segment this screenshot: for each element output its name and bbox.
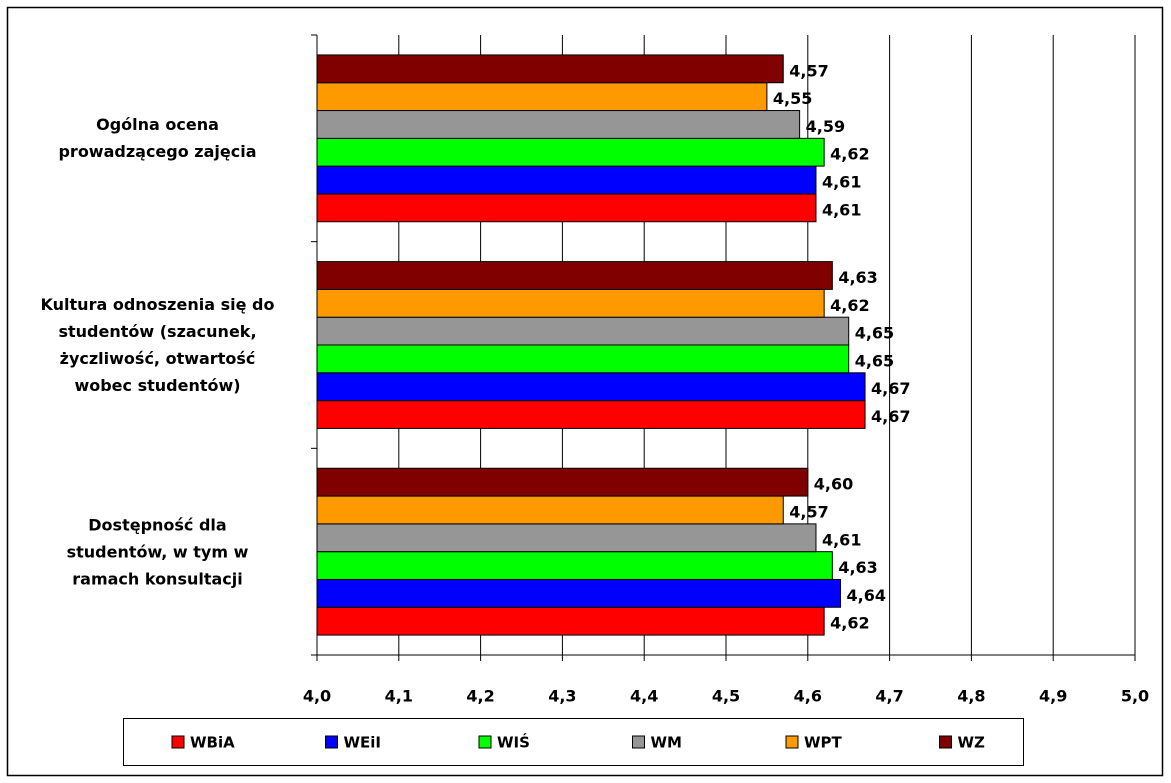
data-label: 4,57 [789, 502, 828, 521]
x-tick-label: 5,0 [1121, 687, 1149, 706]
data-label: 4,61 [822, 530, 861, 549]
bar [316, 495, 784, 525]
category-label: Dostępność dla studentów, w tym w ramach… [66, 515, 249, 589]
bar [316, 137, 825, 167]
legend-swatch [171, 735, 185, 749]
data-label: 4,65 [855, 351, 894, 370]
bar [316, 467, 809, 497]
legend-box [123, 718, 1024, 766]
bar [316, 400, 866, 429]
data-label: 4,62 [830, 145, 869, 164]
x-tick-label: 4,9 [1039, 687, 1067, 706]
data-label: 4,63 [838, 268, 877, 287]
bar [316, 316, 850, 346]
category-label: Ogólna ocena prowadzącego zajęcia [58, 115, 257, 162]
bar [316, 193, 817, 223]
legend-label: WPT [804, 734, 843, 752]
data-label: 4,62 [830, 296, 869, 315]
data-label: 4,63 [838, 558, 877, 577]
legend-label: WBiA [190, 734, 235, 752]
data-label: 4,67 [871, 407, 910, 426]
category-label: Kultura odnoszenia się do studentów (sza… [40, 295, 275, 395]
legend-swatch [632, 735, 645, 749]
data-label: 4,61 [822, 173, 861, 192]
bar [316, 165, 817, 195]
legend-label: WM [651, 734, 682, 752]
legend-label: WZ [958, 734, 986, 752]
data-label: 4,67 [871, 379, 910, 398]
data-label: 4,59 [806, 117, 845, 136]
data-label: 4,55 [773, 89, 812, 108]
bar [316, 523, 817, 553]
bar [316, 606, 825, 636]
legend-swatch [785, 735, 799, 749]
bar [316, 578, 842, 608]
data-label: 4,57 [789, 61, 828, 80]
data-label: 4,62 [830, 614, 869, 633]
bar [316, 344, 850, 374]
data-label: 4,60 [814, 475, 853, 494]
legend-swatch [939, 735, 952, 749]
legend-swatch [325, 735, 338, 749]
x-tick-label: 4,7 [875, 687, 903, 706]
data-label: 4,61 [822, 200, 861, 219]
bar [316, 82, 768, 112]
legend-label: WEiI [344, 734, 382, 752]
bar [316, 551, 833, 580]
legend-swatch [478, 735, 492, 749]
bar [316, 110, 801, 139]
data-label: 4,65 [855, 324, 894, 343]
data-label: 4,64 [847, 586, 886, 605]
x-tick-label: 4,5 [712, 687, 740, 706]
x-tick-label: 4,4 [630, 687, 658, 706]
bar [316, 372, 866, 402]
x-tick-label: 4,8 [957, 687, 985, 706]
legend-label: WIŚ [497, 733, 530, 752]
x-tick-label: 4,0 [303, 687, 331, 706]
bar [316, 261, 833, 290]
chart-frame [6, 6, 1164, 777]
x-tick-label: 4,1 [385, 687, 413, 706]
x-tick-label: 4,6 [794, 687, 822, 706]
bar [316, 288, 825, 318]
bar [316, 54, 784, 84]
x-tick-label: 4,2 [466, 687, 494, 706]
x-tick-label: 4,3 [548, 687, 576, 706]
